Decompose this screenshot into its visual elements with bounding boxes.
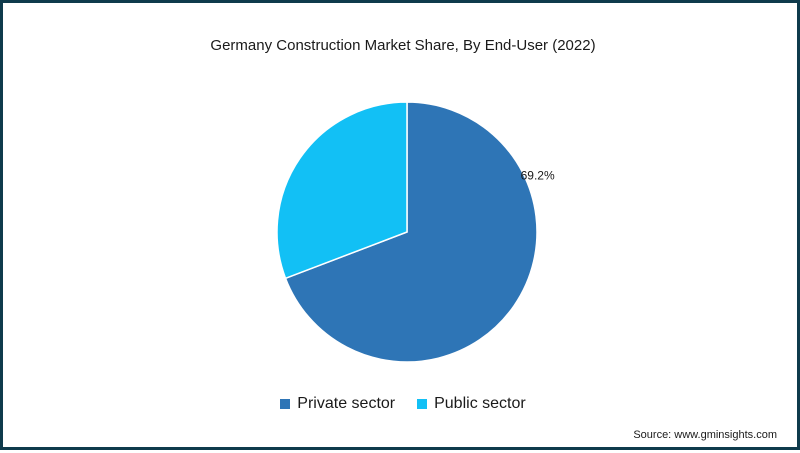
- legend-label-public-sector: Public sector: [434, 395, 526, 412]
- chart-title: Germany Construction Market Share, By En…: [210, 37, 596, 54]
- legend-swatch-public-sector: [417, 399, 428, 409]
- legend-item-public-sector: Public sector: [417, 395, 526, 413]
- chart-legend: Private sector Public sector: [3, 395, 800, 413]
- pie-slice-public-sector: [276, 101, 408, 280]
- legend-item-private-sector: Private sector: [280, 395, 395, 413]
- data-label-private-sector: 69.2%: [521, 168, 555, 182]
- legend-swatch-private-sector: [280, 399, 291, 409]
- pie-slice-private-sector: [284, 101, 538, 363]
- pie-chart: 69.2%: [276, 101, 555, 363]
- source-note: Source: www.gminsights.com: [633, 429, 777, 441]
- legend-label-private-sector: Private sector: [297, 395, 396, 412]
